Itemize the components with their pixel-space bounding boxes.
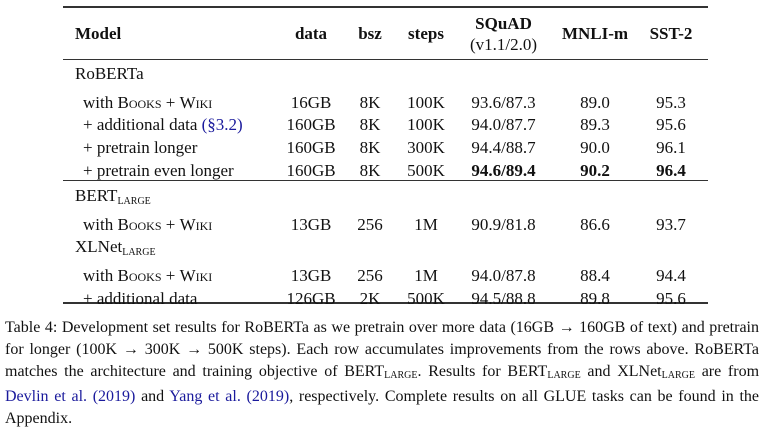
group-name: RoBERTa <box>75 64 144 83</box>
group-name: BERTLARGE <box>75 186 151 207</box>
cell-data: 126GB <box>286 288 336 308</box>
cell-sst2: 94.4 <box>656 266 686 286</box>
cell-data: 16GB <box>290 92 332 112</box>
cell-data: 13GB <box>290 266 332 286</box>
table-body-baselines: BERTLARGE with Books + Wiki 13GB 256 1M … <box>64 185 707 311</box>
cell-bsz: 8K <box>359 160 381 180</box>
cell-steps: 500K <box>407 288 445 308</box>
cell-mnli: 90.0 <box>580 138 610 158</box>
header-mnli: MNLI-m <box>561 23 629 43</box>
table-caption: Table 4: Development set results for RoB… <box>5 319 760 428</box>
cell-mnli: 88.4 <box>580 266 610 286</box>
header-steps: steps <box>408 23 444 43</box>
header-model: Model <box>75 23 122 43</box>
cell-data: 13GB <box>290 214 332 234</box>
cell-bsz: 8K <box>359 115 381 135</box>
group-rule <box>63 180 708 181</box>
cell-data: 160GB <box>286 138 336 158</box>
cell-bsz: 8K <box>359 92 381 112</box>
cell-steps: 300K <box>407 138 445 158</box>
table-header: Model data bsz steps SQuAD (v1.1/2.0) MNL… <box>64 12 707 56</box>
cell-squad: 90.9/81.8 <box>471 214 536 234</box>
row-label: + pretrain even longer <box>83 160 234 180</box>
cell-mnli: 89.8 <box>580 288 610 308</box>
cell-squad: 94.4/88.7 <box>471 138 536 158</box>
section-ref-link[interactable]: (§3.2) <box>201 115 243 135</box>
cell-mnli: 90.2 <box>580 160 610 180</box>
row-label: with Books + Wiki <box>83 214 213 234</box>
cell-steps: 500K <box>407 160 445 180</box>
table-body-roberta: RoBERTa with Books + Wiki 16GB 8K 100K 9… <box>64 63 707 183</box>
cell-steps: 1M <box>414 214 438 234</box>
cell-sst2: 95.3 <box>656 92 686 112</box>
group-row: BERTLARGE <box>64 185 707 214</box>
table-row: + pretrain even longer 160GB 8K 500K 94.… <box>64 160 707 183</box>
row-label: with Books + Wiki <box>83 266 213 286</box>
cell-steps: 100K <box>407 115 445 135</box>
cell-bsz: 256 <box>357 266 383 286</box>
group-name: XLNetLARGE <box>75 237 156 259</box>
cell-squad: 93.6/87.3 <box>471 92 536 112</box>
header-squad: SQuAD (v1.1/2.0) <box>469 14 538 54</box>
row-label: + additional data (§3.2) <box>83 115 243 135</box>
cell-steps: 100K <box>407 92 445 112</box>
cell-squad: 94.5/88.8 <box>471 288 536 308</box>
cell-data: 160GB <box>286 160 336 180</box>
cell-bsz: 256 <box>357 214 383 234</box>
cell-steps: 1M <box>414 266 438 286</box>
table-row: with Books + Wiki 13GB 256 1M 90.9/81.8 … <box>64 214 707 237</box>
cell-mnli: 89.3 <box>580 115 610 135</box>
cell-sst2: 95.6 <box>656 115 686 135</box>
table-row: + additional data 126GB 2K 500K 94.5/88.… <box>64 288 707 311</box>
cell-sst2: 96.4 <box>656 160 686 180</box>
cell-sst2: 95.6 <box>656 288 686 308</box>
cell-squad: 94.0/87.7 <box>471 115 536 135</box>
cell-bsz: 8K <box>359 138 381 158</box>
row-label: + pretrain longer <box>83 138 198 158</box>
row-label: with Books + Wiki <box>83 92 213 112</box>
cell-mnli: 86.6 <box>580 214 610 234</box>
group-row: XLNetLARGE <box>64 236 707 265</box>
mid-rule <box>63 59 708 60</box>
header-data: data <box>294 23 328 43</box>
header-bsz: bsz <box>358 23 382 43</box>
header-sst2: SST-2 <box>649 23 693 43</box>
cell-data: 160GB <box>286 115 336 135</box>
group-row: RoBERTa <box>64 63 707 92</box>
cell-sst2: 96.1 <box>656 138 686 158</box>
table-row: + additional data (§3.2) 160GB 8K 100K 9… <box>64 114 707 137</box>
cell-squad: 94.6/89.4 <box>471 160 536 180</box>
top-rule <box>63 6 708 8</box>
citation-devlin[interactable]: Devlin et al. (2019) <box>5 388 136 406</box>
bottom-rule <box>63 302 708 304</box>
cell-squad: 94.0/87.8 <box>471 266 536 286</box>
cell-bsz: 2K <box>359 288 381 308</box>
row-label: + additional data <box>83 288 198 308</box>
cell-mnli: 89.0 <box>580 92 610 112</box>
table-row: with Books + Wiki 13GB 256 1M 94.0/87.8 … <box>64 265 707 288</box>
cell-sst2: 93.7 <box>656 214 686 234</box>
table-row: with Books + Wiki 16GB 8K 100K 93.6/87.3… <box>64 92 707 115</box>
table-row: + pretrain longer 160GB 8K 300K 94.4/88.… <box>64 137 707 160</box>
citation-yang[interactable]: Yang et al. (2019) <box>169 388 290 406</box>
